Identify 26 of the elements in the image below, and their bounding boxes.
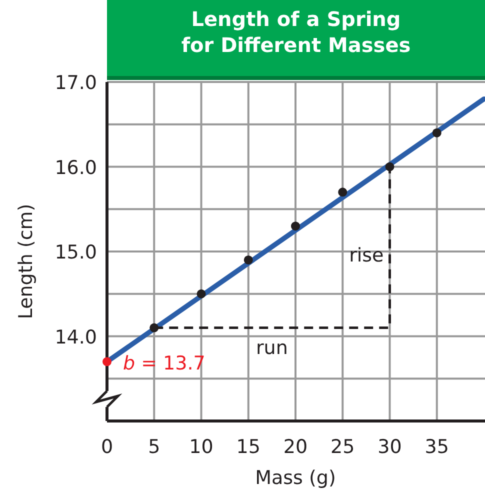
point bbox=[150, 323, 159, 332]
annotation: b = 13.7 bbox=[123, 352, 206, 375]
point bbox=[432, 128, 442, 138]
x-tick-label: 15 bbox=[236, 436, 260, 458]
y-tick-label: 17.0 bbox=[54, 72, 97, 94]
x-tick-label: 10 bbox=[189, 436, 214, 458]
x-tick-label: 35 bbox=[424, 436, 449, 458]
annotation: rise bbox=[349, 244, 384, 266]
point bbox=[196, 289, 206, 298]
annotation: run bbox=[256, 336, 288, 359]
x-axis-title: Mass (g) bbox=[255, 467, 336, 489]
x-tick-label: 20 bbox=[283, 436, 308, 458]
point bbox=[291, 222, 300, 231]
point bbox=[244, 255, 253, 264]
y-tick-label: 14.0 bbox=[54, 326, 97, 348]
point bbox=[102, 357, 112, 366]
x-tick-label: 0 bbox=[100, 436, 114, 458]
chart-title: Length of a Spring for Different Masses bbox=[181, 7, 411, 57]
x-tick-label: 30 bbox=[378, 436, 402, 458]
point bbox=[385, 162, 394, 172]
x-tick-label: 5 bbox=[148, 436, 160, 458]
point bbox=[338, 188, 348, 197]
y-tick-label: 15.0 bbox=[54, 242, 97, 264]
y-axis-title: Length (cm) bbox=[15, 204, 37, 320]
x-tick-label: 25 bbox=[330, 436, 355, 458]
y-tick-label: 16.0 bbox=[54, 156, 97, 179]
